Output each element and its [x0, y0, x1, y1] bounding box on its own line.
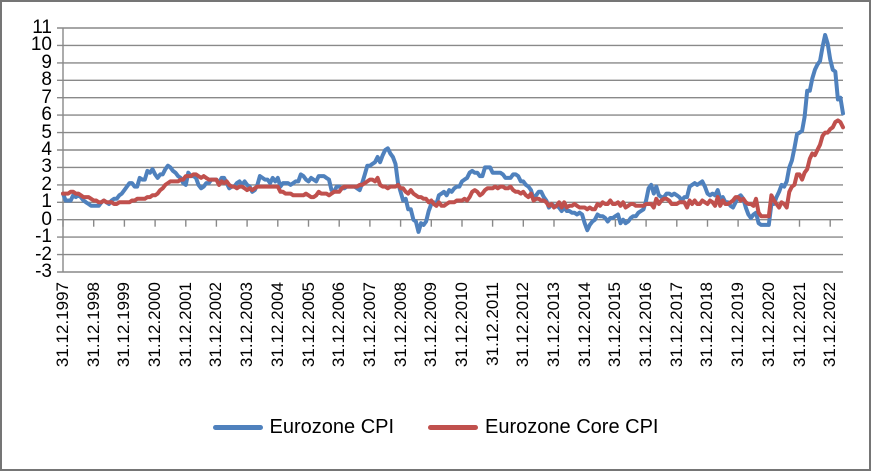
x-axis-label: 31.12.2022 [820, 282, 840, 368]
y-axis-label: 5 [41, 121, 52, 143]
y-axis-label: -1 [35, 226, 52, 248]
y-axis-label: 0 [41, 208, 52, 230]
x-axis-label: 31.12.2006 [329, 282, 349, 368]
x-axis-label: 31.12.2016 [636, 282, 656, 368]
x-axis-label: 31.12.2009 [421, 282, 441, 368]
x-axis-label: 31.12.2015 [605, 282, 625, 368]
x-axis-label: 31.12.2014 [574, 282, 594, 368]
x-axis-label: 31.12.2013 [544, 282, 564, 368]
legend-item-eurozone-core-cpi: Eurozone Core CPI [428, 416, 658, 439]
y-axis-label: 8 [41, 69, 52, 91]
x-axis-label: 31.12.2000 [145, 282, 165, 368]
legend-label-eurozone-cpi: Eurozone CPI [269, 416, 395, 438]
legend: Eurozone CPI Eurozone Core CPI [0, 416, 871, 439]
y-axis-label: 4 [41, 139, 52, 160]
y-axis-label: 9 [41, 51, 52, 73]
y-axis-label: 3 [41, 156, 52, 178]
x-axis-label: 31.12.2011 [482, 282, 502, 366]
legend-label-eurozone-core-cpi: Eurozone Core CPI [485, 416, 659, 438]
y-axis-label: -3 [35, 261, 52, 282]
x-axis-label: 31.12.2001 [175, 282, 195, 368]
series-line [61, 118, 845, 219]
x-axis-label: 31.12.2019 [728, 282, 748, 368]
x-axis-label: 31.12.2018 [697, 282, 717, 368]
y-axis-label: -2 [35, 243, 52, 265]
y-axis-label: 10 [30, 34, 52, 56]
x-axis-label: 31.12.2008 [390, 282, 410, 368]
y-axis-label: 1 [41, 191, 52, 213]
x-axis-label: 31.12.1998 [83, 282, 103, 368]
x-axis-label: 31.12.1999 [114, 282, 134, 368]
x-axis-label: 31.12.2002 [206, 282, 226, 368]
y-axis-label: 11 [32, 17, 52, 38]
y-axis-label: 2 [41, 173, 52, 195]
y-axis-label: 7 [41, 86, 52, 108]
x-axis-label: 31.12.2021 [789, 282, 809, 368]
red-line-swatch-icon [428, 425, 479, 430]
blue-line-swatch-icon [212, 425, 263, 430]
y-axis-label: 6 [41, 104, 52, 126]
x-axis-label: 31.12.2012 [513, 282, 533, 368]
x-axis-label: 31.12.2007 [359, 282, 379, 368]
x-axis-label: 31.12.2020 [758, 282, 778, 368]
x-axis-label: 31.12.2005 [298, 282, 318, 368]
x-axis-label: 31.12.2010 [451, 282, 471, 368]
legend-item-eurozone-cpi: Eurozone CPI [212, 416, 395, 439]
x-axis-label: 31.12.2003 [237, 282, 257, 368]
x-axis-label: 31.12.2017 [666, 282, 686, 368]
x-axis-label: 31.12.2004 [267, 282, 287, 368]
x-axis-label: 31.12.1997 [53, 282, 72, 368]
